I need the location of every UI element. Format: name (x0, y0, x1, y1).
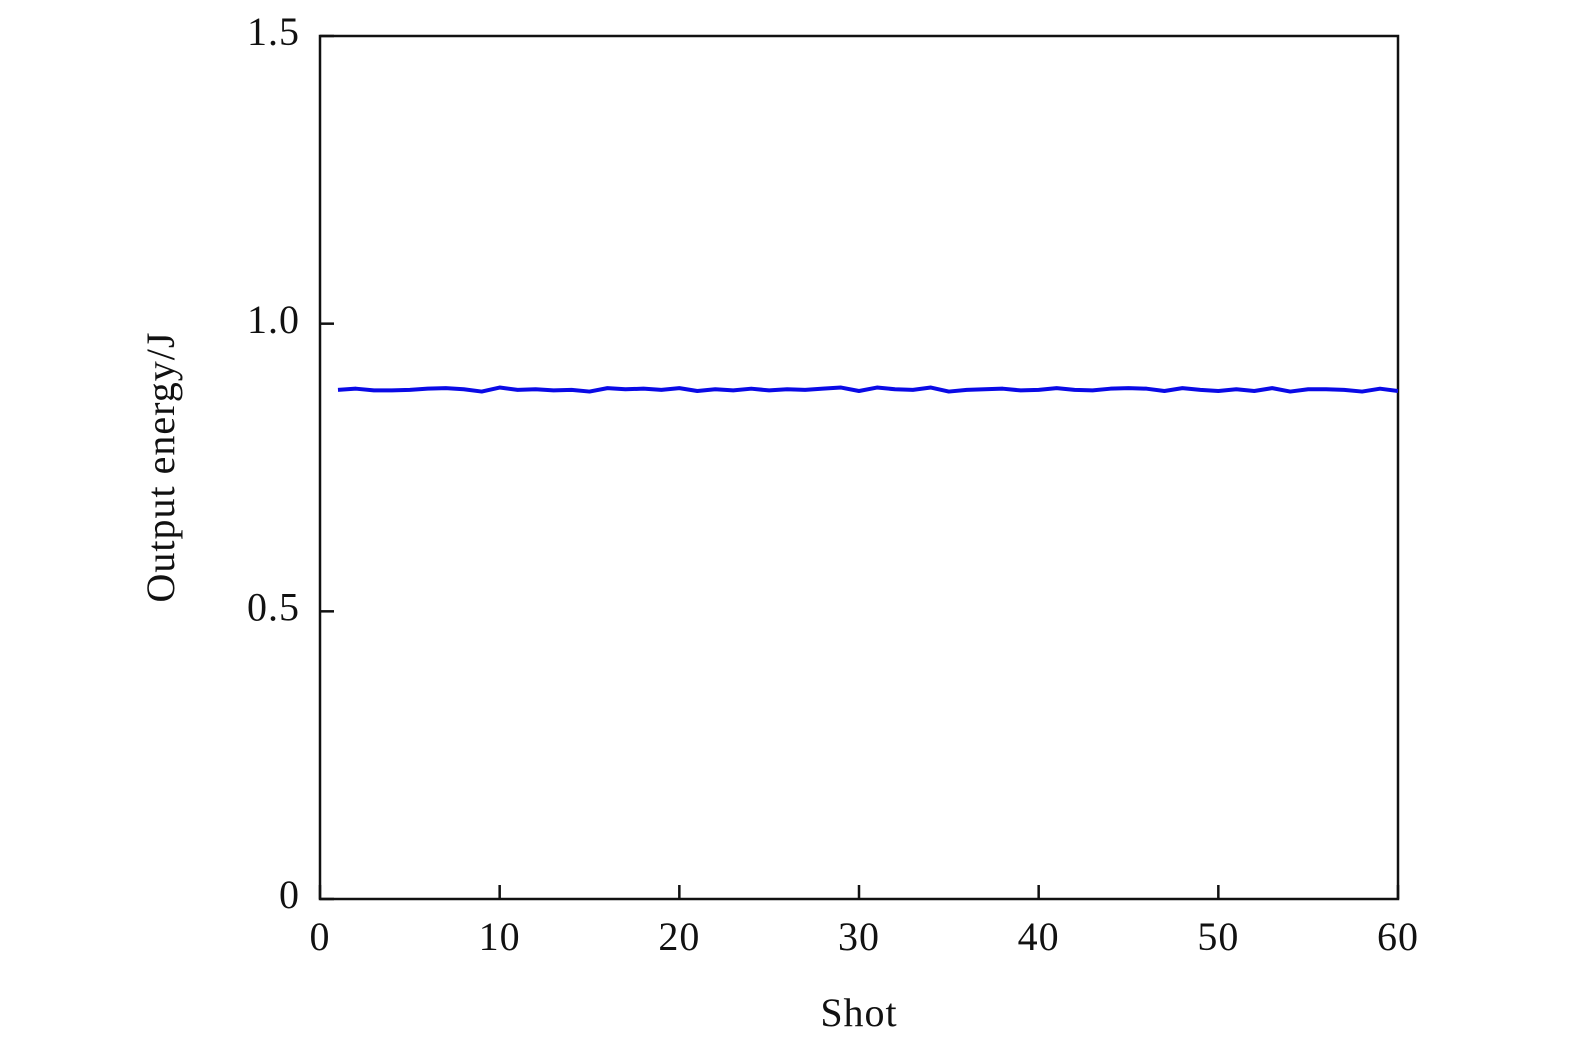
y-tick-label: 0 (279, 872, 300, 917)
y-tick-label: 1.5 (247, 9, 300, 54)
y-tick-label: 0.5 (247, 585, 300, 630)
data-line (337, 385, 1399, 394)
x-tick-label: 60 (1377, 914, 1419, 959)
x-tick-label: 20 (658, 914, 700, 959)
y-axis-label: Output energy/J (138, 332, 183, 603)
x-tick-label: 50 (1197, 914, 1239, 959)
x-tick-label: 0 (310, 914, 331, 959)
x-axis-label: Shot (820, 990, 897, 1035)
x-tick-label: 30 (838, 914, 880, 959)
x-tick-label: 40 (1018, 914, 1060, 959)
plot-frame (318, 34, 1400, 901)
y-tick-label: 1.0 (247, 297, 300, 342)
x-tick-label: 10 (479, 914, 521, 959)
